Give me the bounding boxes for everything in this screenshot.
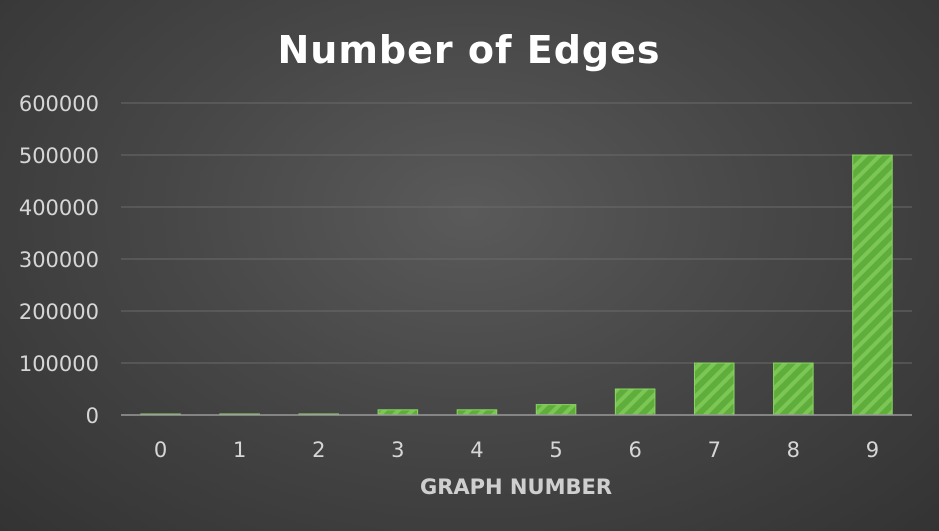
y-tick-label: 300000 <box>19 248 99 272</box>
y-tick-label: 400000 <box>19 196 99 220</box>
bar-8 <box>773 362 814 416</box>
y-tick-label: 0 <box>86 404 99 428</box>
x-axis-ticks: 0 1 2 3 4 5 6 7 8 9 <box>154 438 879 462</box>
x-tick-label: 8 <box>787 438 800 462</box>
x-tick-label: 4 <box>470 438 483 462</box>
bar-7 <box>693 362 735 416</box>
bar-5 <box>535 404 577 416</box>
x-tick-label: 9 <box>866 438 879 462</box>
chart-title: Number of Edges <box>277 28 660 72</box>
x-tick-label: 1 <box>233 438 246 462</box>
bar-9 <box>852 154 893 416</box>
x-tick-label: 2 <box>312 438 325 462</box>
y-tick-label: 100000 <box>19 352 99 376</box>
bar-4 <box>456 409 498 416</box>
x-tick-label: 5 <box>549 438 562 462</box>
x-tick-label: 7 <box>708 438 721 462</box>
bars <box>140 154 893 416</box>
bar-6 <box>614 388 656 416</box>
x-tick-label: 6 <box>628 438 641 462</box>
gridlines <box>121 102 912 364</box>
bar-3 <box>377 409 419 416</box>
x-tick-label: 3 <box>391 438 404 462</box>
y-tick-label: 500000 <box>19 144 99 168</box>
x-axis-title: GRAPH NUMBER <box>420 475 612 499</box>
y-tick-label: 200000 <box>19 300 99 324</box>
y-tick-label: 600000 <box>19 92 99 116</box>
y-axis-ticks: 0 100000 200000 300000 400000 500000 600000 <box>19 92 99 428</box>
x-tick-label: 0 <box>154 438 167 462</box>
